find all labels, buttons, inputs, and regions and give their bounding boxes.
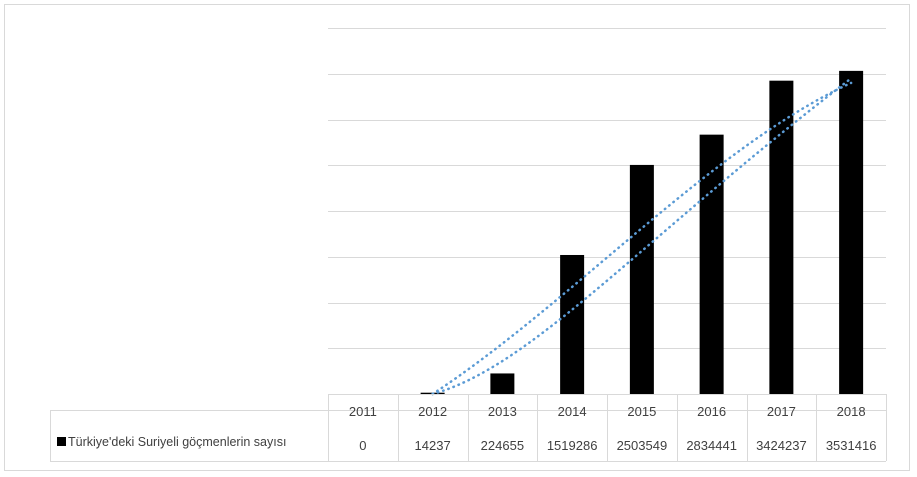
data-label: 14237 [415,438,451,453]
legend-label: Türkiye'deki Suriyeli göçmenlerin sayısı [68,435,286,449]
data-label: 224655 [481,438,524,453]
bar-2017 [769,80,794,394]
x-tick-label: 2013 [488,404,517,419]
bar-2015 [629,164,654,394]
data-label: 2503549 [617,438,668,453]
x-tick-label: 2012 [418,404,447,419]
bar-2013 [490,373,515,394]
bar-2016 [699,134,724,394]
legend-swatch [57,437,66,446]
gridlines [328,28,886,395]
data-label: 3531416 [826,438,877,453]
trendline-upper [431,81,853,396]
x-tick-label: 2014 [558,404,587,419]
x-tick-label: 2018 [837,404,866,419]
x-tick-label: 2017 [767,404,796,419]
x-tick-label: 2015 [627,404,656,419]
x-tick-label: 2011 [349,404,377,419]
bar-2018 [839,70,864,395]
data-table: 2011 2012 2013 2014 2015 2016 2017 2018 0 14237 22… [50,394,887,462]
bar-2014 [560,254,585,394]
x-tick-label: 2016 [697,404,726,419]
data-label: 1519286 [547,438,598,453]
data-label: 0 [359,438,366,453]
bars [420,70,864,395]
chart-frame [4,4,910,471]
trendline-lower [431,77,853,396]
data-label: 3424237 [756,438,807,453]
trendlines [431,77,853,396]
data-label: 2834441 [686,438,737,453]
